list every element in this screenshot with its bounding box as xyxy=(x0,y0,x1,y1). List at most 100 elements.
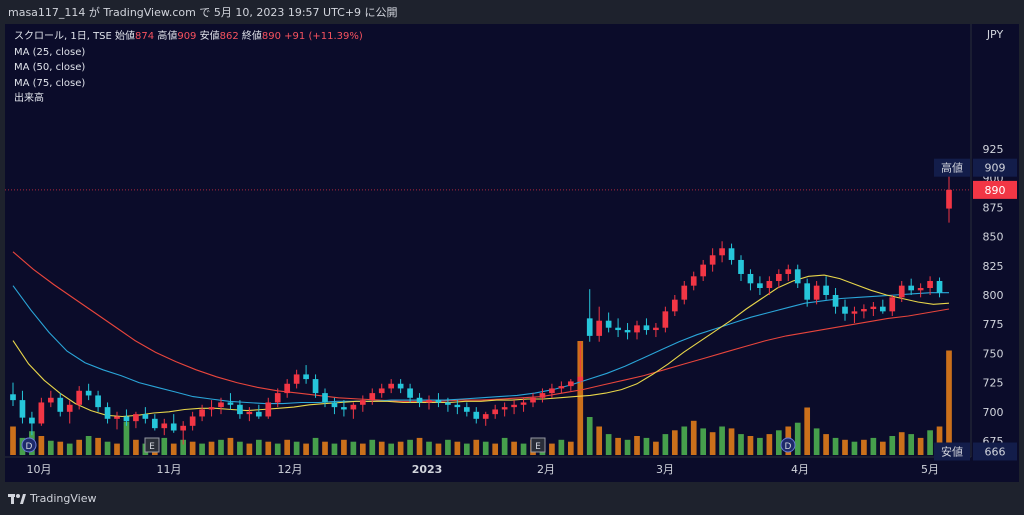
y-tick-label: 725 xyxy=(983,377,1004,390)
candle-body xyxy=(170,423,177,431)
volume-bar xyxy=(804,407,811,455)
candle-body xyxy=(917,287,924,291)
volume-bar xyxy=(208,441,215,455)
candle-body xyxy=(671,299,678,312)
candle-body xyxy=(596,320,603,336)
volume-bar xyxy=(520,443,527,455)
candle-body xyxy=(709,255,716,265)
volume-bar xyxy=(255,439,262,455)
y-tick-label: 875 xyxy=(983,201,1004,214)
volume-bar xyxy=(180,439,187,455)
candle-body xyxy=(85,390,92,396)
candle-body xyxy=(530,397,536,403)
candle-body xyxy=(813,285,820,300)
legend-high-value: 909 xyxy=(177,31,197,42)
candle-body xyxy=(832,295,839,307)
candle-body xyxy=(265,402,272,417)
volume-bar xyxy=(634,436,640,455)
volume-bar xyxy=(870,437,877,455)
volume-bar xyxy=(274,443,281,455)
volume-bar xyxy=(104,441,111,455)
volume-bar xyxy=(76,439,83,455)
event-marker-label: E xyxy=(149,442,155,452)
candle-body xyxy=(76,390,83,405)
candle-body xyxy=(766,280,773,288)
candle-body xyxy=(29,417,35,424)
volume-bar xyxy=(653,441,659,455)
candle-body xyxy=(293,374,300,384)
candle-body xyxy=(946,189,952,209)
legend-ma50[interactable]: MA (50, close) xyxy=(14,62,86,73)
ma25-line xyxy=(12,274,950,418)
y-tick-label: 750 xyxy=(983,347,1004,360)
candle-body xyxy=(142,414,149,419)
volume-bar xyxy=(861,439,867,455)
candle-body xyxy=(123,416,130,422)
candle-body xyxy=(199,409,205,417)
y-tick-label: 800 xyxy=(983,289,1004,302)
volume-bar xyxy=(445,439,451,455)
candle-body xyxy=(312,379,319,394)
candle-body xyxy=(407,388,413,398)
volume-bar xyxy=(170,443,177,455)
y-tick-label: 825 xyxy=(983,260,1004,273)
candle-body xyxy=(851,311,858,314)
low-value-text: 666 xyxy=(985,446,1006,459)
volume-bar xyxy=(435,443,442,455)
legend-close-label: 終値 xyxy=(241,31,262,42)
candle-body xyxy=(927,280,933,288)
volume-bar xyxy=(681,426,688,455)
high-value-text: 909 xyxy=(985,162,1006,175)
candle-body xyxy=(284,383,291,394)
candle-body xyxy=(634,325,640,333)
candle-body xyxy=(785,269,792,274)
last-price-text: 890 xyxy=(985,184,1006,197)
volume-bar xyxy=(577,341,584,455)
candle-body xyxy=(378,388,385,394)
legend-volume[interactable]: 出来高 xyxy=(14,93,44,104)
candle-body xyxy=(738,259,744,274)
candle-body xyxy=(492,409,499,415)
dividend-marker xyxy=(780,437,796,453)
volume-bar xyxy=(312,437,319,455)
candle-body xyxy=(842,306,848,314)
volume-bar xyxy=(898,432,905,455)
event-marker-label: E xyxy=(535,442,541,452)
legend-ma25[interactable]: MA (25, close) xyxy=(14,46,86,58)
volume-bar xyxy=(492,443,499,455)
volume-bar xyxy=(454,441,461,455)
volume-bar xyxy=(757,437,763,455)
volume-bar xyxy=(662,434,669,455)
legend-ma75[interactable]: MA (75, close) xyxy=(14,77,86,89)
y-tick-label: 925 xyxy=(983,143,1004,156)
volume-bar xyxy=(369,439,376,455)
volume-bar xyxy=(643,437,650,455)
volume-bar xyxy=(218,439,224,455)
chart-legend: スクロール, 1日, TSE 始値874 高値909 安値862 終値890 +… xyxy=(14,29,363,107)
volume-bar xyxy=(747,436,754,455)
candle-body xyxy=(359,400,366,405)
legend-symbol: スクロール, 1日, TSE xyxy=(14,31,112,42)
volume-bar xyxy=(709,432,716,455)
candle-body xyxy=(615,327,621,331)
x-tick-label: 2023 xyxy=(412,463,443,476)
candle-body xyxy=(539,393,546,398)
chart-area[interactable]: JPY 925 900 875 850 825 800 775 750 725 700 675 D E E D… xyxy=(5,24,1019,482)
volume-bar xyxy=(738,434,744,455)
candle-body xyxy=(133,414,139,422)
legend-change: +91 (+11.39%) xyxy=(284,31,363,42)
volume-bar xyxy=(624,439,631,455)
volume-bar xyxy=(378,441,385,455)
volume-bar xyxy=(813,428,820,455)
candle-body xyxy=(804,283,811,300)
volume-bar xyxy=(463,443,470,455)
volume-bar xyxy=(946,350,952,455)
x-tick-label: 5月 xyxy=(921,463,939,476)
candle-body xyxy=(47,397,54,403)
candle-body xyxy=(218,402,224,408)
candle-body xyxy=(794,269,801,284)
volume-bar xyxy=(728,428,735,455)
candle-body xyxy=(473,411,480,419)
legend-open-label: 始値 xyxy=(115,31,136,42)
